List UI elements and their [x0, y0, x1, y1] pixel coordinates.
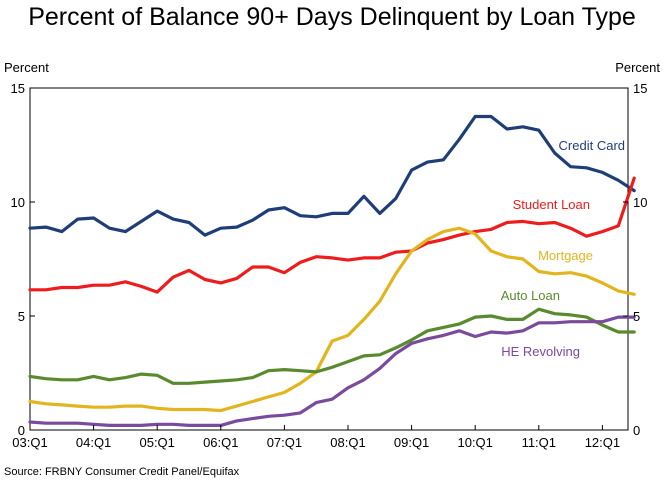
x-tick-label: 09:Q1: [394, 435, 429, 450]
y-axis-label-right: Percent: [615, 60, 660, 75]
y-axis-label-left: Percent: [4, 60, 49, 75]
series-label-credit-card: Credit Card: [559, 138, 625, 153]
x-tick-label: 04:Q1: [76, 435, 111, 450]
x-tick-label: 10:Q1: [457, 435, 492, 450]
y-tick-label-left: 5: [18, 309, 25, 324]
series-line-student-loan: [28, 176, 636, 294]
series-label-auto-loan: Auto Loan: [501, 288, 560, 303]
y-tick-label-right: 5: [633, 309, 640, 324]
y-tick-label-right: 10: [633, 195, 647, 210]
x-tick-label: 11:Q1: [522, 435, 556, 450]
y-tick-label-right: 0: [633, 423, 640, 438]
y-tick-label-left: 15: [11, 81, 25, 96]
series-label-he-revolving: HE Revolving: [501, 344, 580, 359]
y-tick-label-right: 15: [633, 81, 647, 96]
x-tick-label: 06:Q1: [203, 435, 238, 450]
plot-frame: [29, 87, 629, 431]
x-tick-label: 07:Q1: [267, 435, 302, 450]
y-tick-label-left: 10: [11, 195, 25, 210]
x-tick-label: 12:Q1: [585, 435, 620, 450]
x-tick-label: 05:Q1: [139, 435, 174, 450]
series-line-auto-loan: [28, 307, 636, 385]
chart-title: Percent of Balance 90+ Days Delinquent b…: [28, 3, 636, 31]
source-note: Source: FRBNY Consumer Credit Panel/Equi…: [4, 466, 240, 478]
x-tick-label: 03:Q1: [12, 435, 47, 450]
x-tick-label: 08:Q1: [330, 435, 365, 450]
series-line-credit-card: [28, 114, 636, 237]
y-tick-label-left: 0: [18, 423, 25, 438]
series-label-mortgage: Mortgage: [538, 248, 593, 263]
series-line-mortgage: [28, 226, 636, 413]
series-line-he-revolving: [28, 315, 636, 427]
series-label-student-loan: Student Loan: [513, 197, 590, 212]
